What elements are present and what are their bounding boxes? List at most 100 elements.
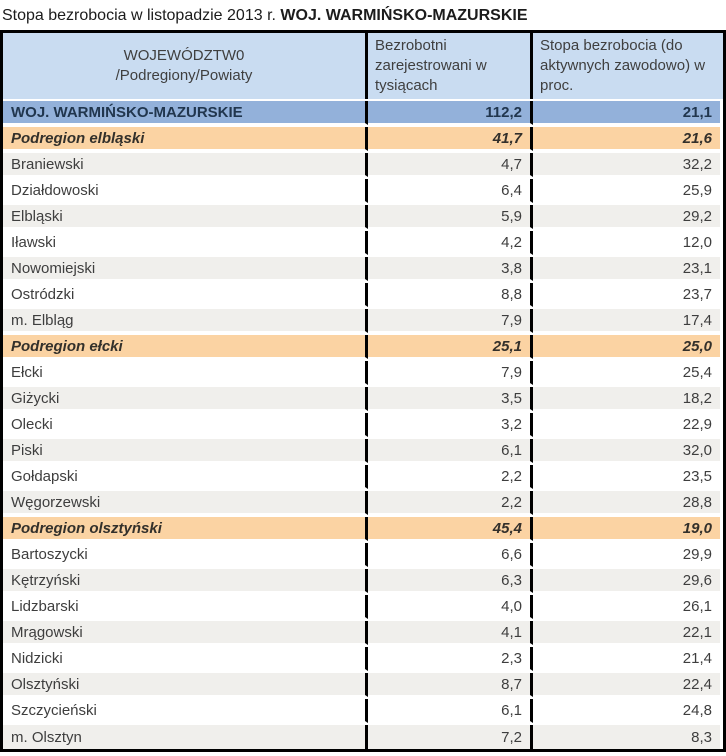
- unemployed-value-cell: 41,7: [368, 127, 533, 151]
- rate-value-cell: 23,1: [533, 257, 720, 281]
- table-row: Działdowoski 6,4 25,9: [3, 179, 723, 205]
- unemployed-value-cell: 7,9: [368, 361, 533, 385]
- table-row: Szczycieński 6,1 24,8: [3, 699, 723, 725]
- territory-name-cell: WOJ. WARMIŃSKO-MAZURSKIE: [3, 101, 368, 125]
- table-row: Olecki 3,2 22,9: [3, 413, 723, 439]
- territory-name-cell: Nidzicki: [3, 647, 368, 671]
- territory-name-cell: Piski: [3, 439, 368, 463]
- rate-value-cell: 22,9: [533, 413, 720, 437]
- unemployed-value-cell: 4,1: [368, 621, 533, 645]
- table-row: m. Elbląg 7,9 17,4: [3, 309, 723, 335]
- territory-name-cell: m. Olsztyn: [3, 725, 368, 749]
- unemployed-value-cell: 2,2: [368, 491, 533, 515]
- rate-value-cell: 26,1: [533, 595, 720, 619]
- rate-value-cell: 29,2: [533, 205, 720, 229]
- table-row: Piski 6,1 32,0: [3, 439, 723, 465]
- unemployed-value-cell: 3,5: [368, 387, 533, 411]
- table-row: Iławski 4,2 12,0: [3, 231, 723, 257]
- territory-name-cell: Ełcki: [3, 361, 368, 385]
- rate-value-cell: 18,2: [533, 387, 720, 411]
- unemployed-value-cell: 8,8: [368, 283, 533, 307]
- table-row: Nowomiejski 3,8 23,1: [3, 257, 723, 283]
- table-row: Podregion olsztyński 45,4 19,0: [3, 517, 723, 543]
- unemployed-value-cell: 6,3: [368, 569, 533, 593]
- table-row: Olsztyński 8,7 22,4: [3, 673, 723, 699]
- unemployed-value-cell: 25,1: [368, 335, 533, 359]
- table-row: Ostródzki 8,8 23,7: [3, 283, 723, 309]
- unemployed-value-cell: 2,2: [368, 465, 533, 489]
- unemployed-value-cell: 4,0: [368, 595, 533, 619]
- territory-name-cell: Węgorzewski: [3, 491, 368, 515]
- territory-name-cell: Elbląski: [3, 205, 368, 229]
- rate-value-cell: 29,6: [533, 569, 720, 593]
- unemployed-value-cell: 5,9: [368, 205, 533, 229]
- table-row: Giżycki 3,5 18,2: [3, 387, 723, 413]
- territory-name-cell: Podregion ełcki: [3, 335, 368, 359]
- territory-name-cell: Szczycieński: [3, 699, 368, 723]
- page-title: Stopa bezrobocia w listopadzie 2013 r. W…: [0, 0, 726, 30]
- unemployed-value-cell: 6,4: [368, 179, 533, 203]
- rate-value-cell: 28,8: [533, 491, 720, 515]
- table-row: Kętrzyński 6,3 29,6: [3, 569, 723, 595]
- rate-value-cell: 12,0: [533, 231, 720, 255]
- table-row: Ełcki 7,9 25,4: [3, 361, 723, 387]
- rate-value-cell: 29,9: [533, 543, 720, 567]
- table-row: Braniewski 4,7 32,2: [3, 153, 723, 179]
- unemployed-value-cell: 3,2: [368, 413, 533, 437]
- page-title-prefix: Stopa bezrobocia w listopadzie 2013 r.: [2, 7, 281, 24]
- territory-name-cell: Podregion olsztyński: [3, 517, 368, 541]
- unemployed-value-cell: 6,6: [368, 543, 533, 567]
- header-territory-column: WOJEWÓDZTW0 /Podregiony/Powiaty: [3, 33, 368, 99]
- territory-name-cell: Kętrzyński: [3, 569, 368, 593]
- rate-value-cell: 22,1: [533, 621, 720, 645]
- territory-name-cell: Iławski: [3, 231, 368, 255]
- rate-value-cell: 25,9: [533, 179, 720, 203]
- rate-value-cell: 32,0: [533, 439, 720, 463]
- unemployed-value-cell: 3,8: [368, 257, 533, 281]
- header-unemployed-column: Bezrobotni zarejestrowani w tysiącach: [368, 33, 533, 99]
- unemployed-value-cell: 6,1: [368, 439, 533, 463]
- table-row: Lidzbarski 4,0 26,1: [3, 595, 723, 621]
- table-row: Gołdapski 2,2 23,5: [3, 465, 723, 491]
- unemployed-value-cell: 6,1: [368, 699, 533, 723]
- rate-value-cell: 21,1: [533, 101, 720, 125]
- unemployed-value-cell: 7,2: [368, 725, 533, 749]
- rate-value-cell: 32,2: [533, 153, 720, 177]
- territory-name-cell: Ostródzki: [3, 283, 368, 307]
- rate-value-cell: 19,0: [533, 517, 720, 541]
- rate-value-cell: 25,0: [533, 335, 720, 359]
- territory-name-cell: Lidzbarski: [3, 595, 368, 619]
- table-row: Nidzicki 2,3 21,4: [3, 647, 723, 673]
- unemployed-value-cell: 7,9: [368, 309, 533, 333]
- rate-value-cell: 24,8: [533, 699, 720, 723]
- table-row: WOJ. WARMIŃSKO-MAZURSKIE 112,2 21,1: [3, 101, 723, 127]
- table-row: Bartoszycki 6,6 29,9: [3, 543, 723, 569]
- unemployed-value-cell: 112,2: [368, 101, 533, 125]
- territory-name-cell: Gołdapski: [3, 465, 368, 489]
- territory-name-cell: Mrągowski: [3, 621, 368, 645]
- table-row: Podregion ełcki 25,1 25,0: [3, 335, 723, 361]
- territory-name-cell: Olsztyński: [3, 673, 368, 697]
- unemployed-value-cell: 4,2: [368, 231, 533, 255]
- header-territory-line1: WOJEWÓDZTW0: [123, 47, 245, 65]
- territory-name-cell: Giżycki: [3, 387, 368, 411]
- territory-name-cell: Działdowoski: [3, 179, 368, 203]
- unemployed-value-cell: 4,7: [368, 153, 533, 177]
- table-row: Podregion elbląski 41,7 21,6: [3, 127, 723, 153]
- table-header-row: WOJEWÓDZTW0 /Podregiony/Powiaty Bezrobot…: [3, 33, 723, 101]
- territory-name-cell: Podregion elbląski: [3, 127, 368, 151]
- territory-name-cell: Bartoszycki: [3, 543, 368, 567]
- territory-name-cell: Nowomiejski: [3, 257, 368, 281]
- rate-value-cell: 21,4: [533, 647, 720, 671]
- rate-value-cell: 8,3: [533, 725, 720, 749]
- rate-value-cell: 25,4: [533, 361, 720, 385]
- rate-value-cell: 17,4: [533, 309, 720, 333]
- rate-value-cell: 22,4: [533, 673, 720, 697]
- table-row: Elbląski 5,9 29,2: [3, 205, 723, 231]
- header-territory-line2: /Podregiony/Powiaty: [115, 67, 253, 84]
- page-title-voivodeship: WOJ. WARMIŃSKO-MAZURSKIE: [280, 7, 528, 24]
- unemployment-table: WOJEWÓDZTW0 /Podregiony/Powiaty Bezrobot…: [0, 30, 726, 752]
- rate-value-cell: 21,6: [533, 127, 720, 151]
- territory-name-cell: m. Elbląg: [3, 309, 368, 333]
- table-row: m. Olsztyn 7,2 8,3: [3, 725, 723, 749]
